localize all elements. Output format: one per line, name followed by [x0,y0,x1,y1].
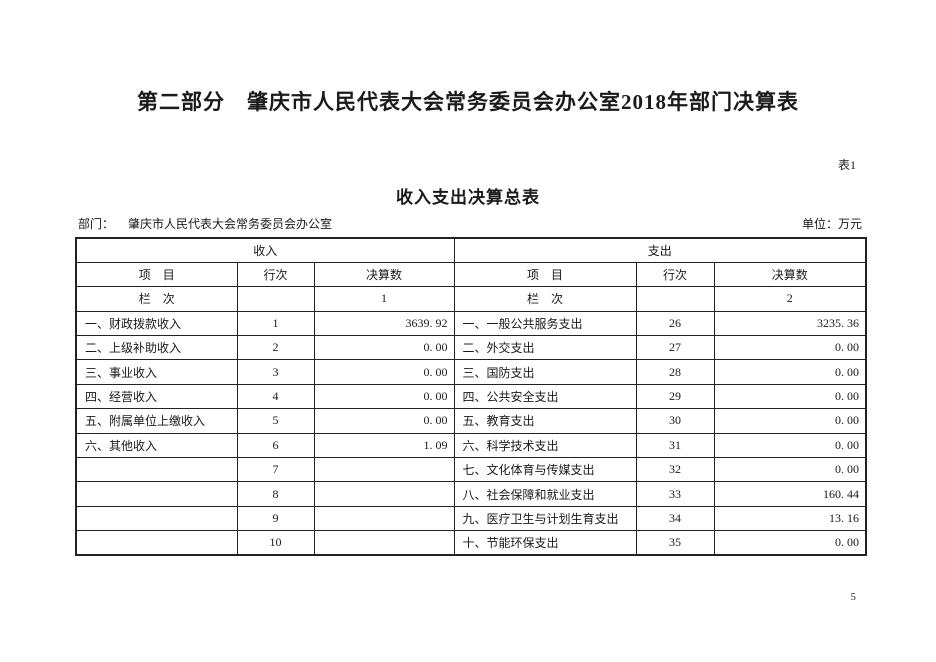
income-amount-cell: 0. 00 [313,359,455,385]
expenditure-line-cell: 35 [635,530,715,556]
expenditure-amount-cell: 0. 00 [713,335,867,361]
expenditure-line-cell: 29 [635,383,715,410]
expenditure-amount-cell: 3235. 36 [713,310,867,337]
expenditure-index-cell: 2 [713,286,867,312]
income-line-cell: 9 [236,505,315,532]
expenditure-item-cell: 八、社会保障和就业支出 [453,481,637,507]
table-row: 三、事业收入 3 0. 00 三、国防支出 28 0. 00 [75,359,867,385]
income-line-cell: 5 [236,408,315,434]
expenditure-item-cell: 十、节能环保支出 [453,530,637,556]
expenditure-line-cell: 27 [635,335,715,361]
income-line-cell: 6 [236,432,315,459]
table-row: 一、财政拨款收入 1 3639. 92 一、一般公共服务支出 26 3235. … [75,310,867,337]
expenditure-line-cell: 30 [635,408,715,434]
income-line-header: 行次 [236,261,315,288]
table-title: 收入支出决算总表 [396,188,540,207]
income-amount-cell: 3639. 92 [313,310,455,337]
column-header-row: 项 目 行次 决算数 项 目 行次 决算数 [75,261,867,288]
expenditure-amount-cell: 0. 00 [713,408,867,434]
table-row: 二、上级补助收入 2 0. 00 二、外交支出 27 0. 00 [75,335,867,361]
expenditure-index-line-cell [635,286,715,312]
expenditure-amount-cell: 13. 16 [713,505,867,532]
income-section-header: 收入 [75,237,455,263]
expenditure-amount-cell: 0. 00 [713,530,867,556]
expenditure-line-cell: 32 [635,457,715,483]
income-item-cell [75,505,238,532]
income-line-cell: 1 [236,310,315,337]
department-name: 肇庆市人民代表大会常务委员会办公室 [128,217,333,231]
page-title: 第二部分 肇庆市人民代表大会常务委员会办公室2018年部门决算表 [137,90,799,114]
income-amount-cell: 0. 00 [313,383,455,410]
table-meta-row: 部门： 肇庆市人民代表大会常务委员会办公室 单位：万元 [78,215,862,232]
expenditure-item-cell: 五、教育支出 [453,408,637,434]
income-item-cell: 一、财政拨款收入 [75,310,238,337]
expenditure-line-cell: 34 [635,505,715,532]
income-index-label-cell: 栏 次 [75,286,238,312]
income-line-cell: 2 [236,335,315,361]
column-index-row: 栏 次 1 栏 次 2 [75,286,867,312]
expenditure-item-cell: 四、公共安全支出 [453,383,637,410]
table-row: 六、其他收入 6 1. 09 六、科学技术支出 31 0. 00 [75,432,867,459]
income-item-cell: 四、经营收入 [75,383,238,410]
expenditure-line-cell: 31 [635,432,715,459]
income-item-cell: 三、事业收入 [75,359,238,385]
income-amount-cell [313,481,455,507]
income-index-line-cell [236,286,315,312]
expenditure-amount-cell: 0. 00 [713,359,867,385]
income-amount-cell [313,530,455,556]
expenditure-item-cell: 一、一般公共服务支出 [453,310,637,337]
page-number: 5 [850,591,857,603]
expenditure-amount-header: 决算数 [713,261,867,288]
expenditure-section-header: 支出 [453,237,867,263]
expenditure-amount-cell: 0. 00 [713,457,867,483]
table-row: 五、附属单位上缴收入 5 0. 00 五、教育支出 30 0. 00 [75,408,867,434]
table-ref-label: 表1 [837,158,856,172]
income-line-cell: 3 [236,359,315,385]
income-item-cell: 六、其他收入 [75,432,238,459]
expenditure-line-cell: 28 [635,359,715,385]
section-header-row: 收入 支出 [75,237,867,263]
table-row: 8 八、社会保障和就业支出 33 160. 44 [75,481,867,507]
income-line-cell: 4 [236,383,315,410]
expenditure-line-cell: 33 [635,481,715,507]
income-line-cell: 8 [236,481,315,507]
expenditure-item-cell: 二、外交支出 [453,335,637,361]
table-row: 10 十、节能环保支出 35 0. 00 [75,530,867,556]
income-amount-cell: 0. 00 [313,408,455,434]
expenditure-amount-cell: 160. 44 [713,481,867,507]
income-item-cell [75,530,238,556]
expenditure-amount-cell: 0. 00 [713,383,867,410]
income-amount-cell: 1. 09 [313,432,455,459]
income-item-cell [75,481,238,507]
income-amount-cell [313,457,455,483]
expenditure-line-header: 行次 [635,261,715,288]
table-row: 7 七、文化体育与传媒支出 32 0. 00 [75,457,867,483]
income-line-cell: 10 [236,530,315,556]
expenditure-item-cell: 七、文化体育与传媒支出 [453,457,637,483]
income-line-cell: 7 [236,457,315,483]
expenditure-line-cell: 26 [635,310,715,337]
department-label: 部门： [78,217,115,231]
expenditure-item-cell: 六、科学技术支出 [453,432,637,459]
table-row: 9 九、医疗卫生与计划生育支出 34 13. 16 [75,505,867,532]
final-accounts-table: 收入 支出 项 目 行次 决算数 项 目 行次 决算数 栏 次 1 栏 次 2 … [75,237,868,557]
expenditure-index-label-cell: 栏 次 [453,286,637,312]
income-item-cell: 二、上级补助收入 [75,335,238,361]
income-item-cell: 五、附属单位上缴收入 [75,408,238,434]
expenditure-item-cell: 九、医疗卫生与计划生育支出 [453,505,637,532]
expenditure-item-cell: 三、国防支出 [453,359,637,385]
income-amount-cell: 0. 00 [313,335,455,361]
income-item-cell [75,457,238,483]
expenditure-item-header: 项 目 [453,261,637,288]
table-row: 四、经营收入 4 0. 00 四、公共安全支出 29 0. 00 [75,383,867,410]
income-amount-header: 决算数 [313,261,455,288]
income-item-header: 项 目 [75,261,238,288]
expenditure-amount-cell: 0. 00 [713,432,867,459]
income-index-cell: 1 [313,286,455,312]
income-amount-cell [313,505,455,532]
unit-note: 单位：万元 [801,217,862,231]
department-line: 部门： 肇庆市人民代表大会常务委员会办公室 [78,215,332,232]
